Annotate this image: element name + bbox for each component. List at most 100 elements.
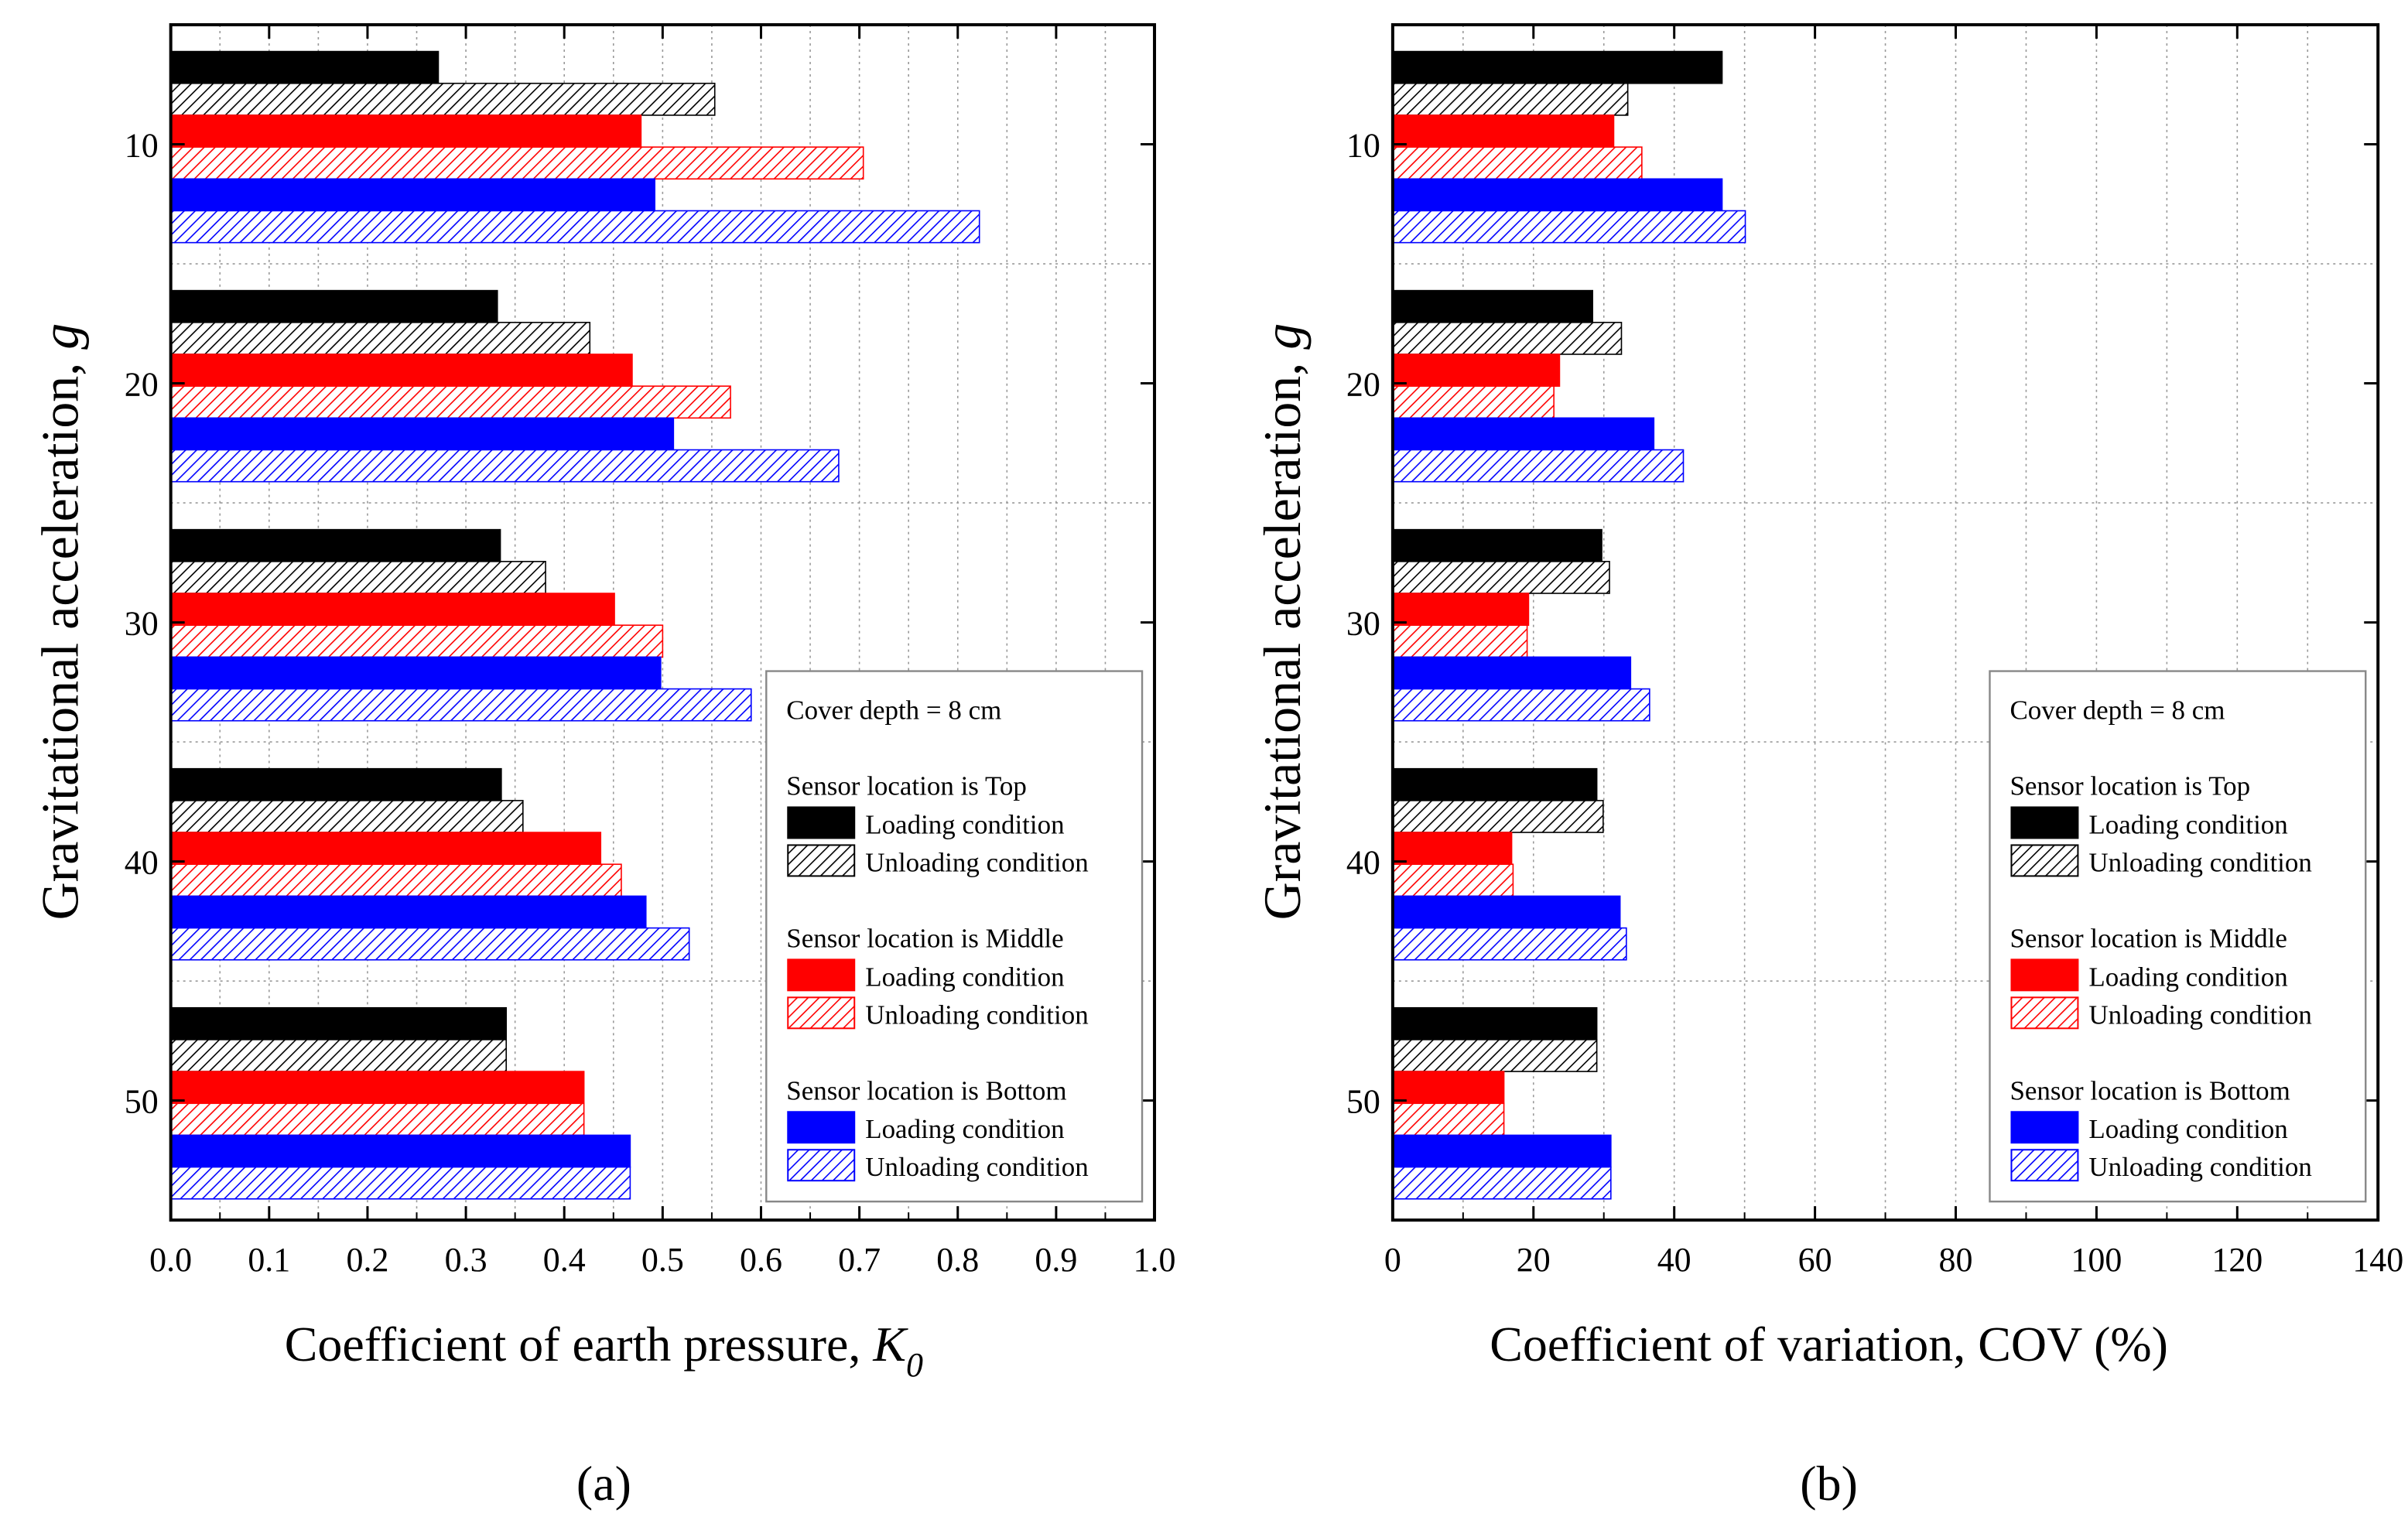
y-tick-label: 50 — [125, 1083, 159, 1121]
bar-4-cat-20 — [1392, 385, 1555, 419]
bar-1-cat-40 — [1392, 767, 1598, 801]
x-axis-title-text: Coefficient of earth pressure, — [285, 1317, 874, 1372]
x-axis-subscript: 0 — [906, 1346, 923, 1384]
y-tick-label: 20 — [1346, 366, 1380, 404]
plot-frame — [169, 22, 1157, 1222]
bar-1-cat-40 — [169, 767, 502, 801]
bar-2-cat-40 — [169, 800, 524, 833]
bar-4-cat-10 — [1392, 146, 1643, 180]
x-tick-label: 0.2 — [346, 1241, 388, 1279]
x-tick-label: 0.0 — [149, 1241, 192, 1279]
bar-6-cat-20 — [1392, 449, 1685, 483]
bar-3-cat-10 — [1392, 114, 1615, 148]
bar-4-cat-30 — [1392, 624, 1528, 658]
x-axis-title-text: Coefficient of variation, COV (%) — [1490, 1317, 2168, 1372]
bar-6-cat-30 — [169, 688, 752, 722]
bar-5-cat-50 — [1392, 1134, 1612, 1168]
bar-4-cat-10 — [169, 146, 864, 180]
legend-title: Cover depth = 8 cm — [786, 695, 1001, 726]
bar-2-cat-10 — [1392, 82, 1629, 116]
bar-5-cat-10 — [169, 178, 655, 212]
bar-3-cat-40 — [1392, 832, 1513, 866]
legend-item-label: Loading condition — [2088, 962, 2287, 992]
bar-1-cat-10 — [169, 50, 440, 84]
bar-4-cat-50 — [1392, 1102, 1505, 1136]
bar-6-cat-30 — [1392, 688, 1650, 722]
y-tick-label: 50 — [1346, 1083, 1380, 1121]
bar-3-cat-20 — [1392, 354, 1561, 387]
bar-6-cat-50 — [1392, 1166, 1612, 1200]
x-tick-label: 0.3 — [445, 1241, 487, 1279]
bar-5-cat-30 — [1392, 656, 1632, 690]
y-axis-title-text: Gravitational acceleration, — [1253, 350, 1312, 921]
y-tick-label: 10 — [1346, 126, 1380, 164]
x-tick-label: 0.1 — [248, 1241, 290, 1279]
legend-title: Cover depth = 8 cm — [2010, 695, 2225, 726]
bar-3-cat-40 — [169, 832, 602, 866]
legend-swatch — [2010, 806, 2079, 839]
legend-item-label: Loading condition — [865, 809, 1064, 839]
legend-item-label: Loading condition — [2088, 809, 2287, 839]
y-tick-label: 40 — [125, 844, 159, 882]
x-tick-label: 0.4 — [543, 1241, 586, 1279]
legend-item-label: Unloading condition — [2088, 847, 2311, 877]
bar-5-cat-50 — [169, 1134, 631, 1168]
bar-4-cat-20 — [169, 385, 731, 419]
chart-panel-a: 10 20 30 40 50 0.0 0.1 0.2 0.3 0.4 0.5 0.6 0.7 0.8 0.9… — [31, 22, 1176, 1511]
legend-heading: Sensor location is Bottom — [786, 1075, 1066, 1105]
bar-3-cat-30 — [169, 593, 615, 626]
bar-1-cat-20 — [169, 289, 498, 323]
bar-6-cat-10 — [1392, 210, 1746, 244]
x-tick-label: 20 — [1517, 1241, 1551, 1279]
bar-4-cat-50 — [169, 1102, 585, 1136]
legend-item-label: Unloading condition — [2088, 999, 2311, 1030]
y-axis-title: Gravitational acceleration, g — [31, 323, 90, 921]
legend-swatch — [2010, 1111, 2079, 1144]
y-tick-label: 20 — [125, 366, 159, 404]
legend-heading: Sensor location is Top — [2010, 770, 2250, 801]
legend-item-label: Unloading condition — [865, 1152, 1088, 1182]
bar-6-cat-40 — [169, 927, 690, 961]
legend-swatch — [787, 806, 856, 839]
x-tick-label: 0.9 — [1035, 1241, 1077, 1279]
bar-5-cat-20 — [169, 417, 675, 451]
y-tick-label: 10 — [125, 126, 159, 164]
bar-3-cat-50 — [169, 1071, 585, 1105]
bar-1-cat-50 — [1392, 1006, 1598, 1040]
legend-item-label: Unloading condition — [865, 847, 1088, 877]
y-axis-title: Gravitational acceleration, g — [1253, 323, 1312, 921]
legend: Cover depth = 8 cm Sensor location is Top… — [1989, 670, 2367, 1203]
y-tick-label: 30 — [125, 605, 159, 643]
x-tick-label: 100 — [2071, 1241, 2122, 1279]
x-tick-label: 140 — [2352, 1241, 2403, 1279]
x-tick-label: 40 — [1657, 1241, 1691, 1279]
bar-1-cat-30 — [169, 528, 501, 562]
bar-5-cat-30 — [169, 656, 662, 690]
bar-2-cat-50 — [169, 1039, 508, 1072]
legend-swatch — [787, 996, 856, 1030]
bar-6-cat-40 — [1392, 927, 1627, 961]
panel-label: (a) — [576, 1456, 631, 1511]
x-tick-label: 0.5 — [641, 1241, 684, 1279]
x-tick-label: 120 — [2211, 1241, 2263, 1279]
bar-4-cat-40 — [169, 863, 622, 897]
bar-5-cat-40 — [1392, 895, 1621, 929]
x-axis-title: Coefficient of earth pressure, K0 — [285, 1317, 923, 1384]
panel-label: (b) — [1800, 1456, 1858, 1511]
bar-2-cat-30 — [169, 561, 546, 594]
bar-3-cat-50 — [1392, 1071, 1505, 1105]
bar-5-cat-40 — [169, 895, 647, 929]
bar-5-cat-10 — [1392, 178, 1723, 212]
legend-swatch — [2010, 996, 2079, 1030]
legend-heading: Sensor location is Middle — [2010, 923, 2287, 953]
legend-item-label: Loading condition — [865, 1114, 1064, 1144]
x-tick-label: 0.6 — [740, 1241, 782, 1279]
bar-4-cat-30 — [169, 624, 664, 658]
legend-item-label: Unloading condition — [865, 999, 1088, 1030]
legend-item-label: Loading condition — [865, 962, 1064, 992]
plot-frame — [1390, 22, 2380, 1222]
legend-item-label: Loading condition — [2088, 1114, 2287, 1144]
bar-2-cat-20 — [1392, 321, 1623, 355]
bar-3-cat-10 — [169, 114, 642, 148]
